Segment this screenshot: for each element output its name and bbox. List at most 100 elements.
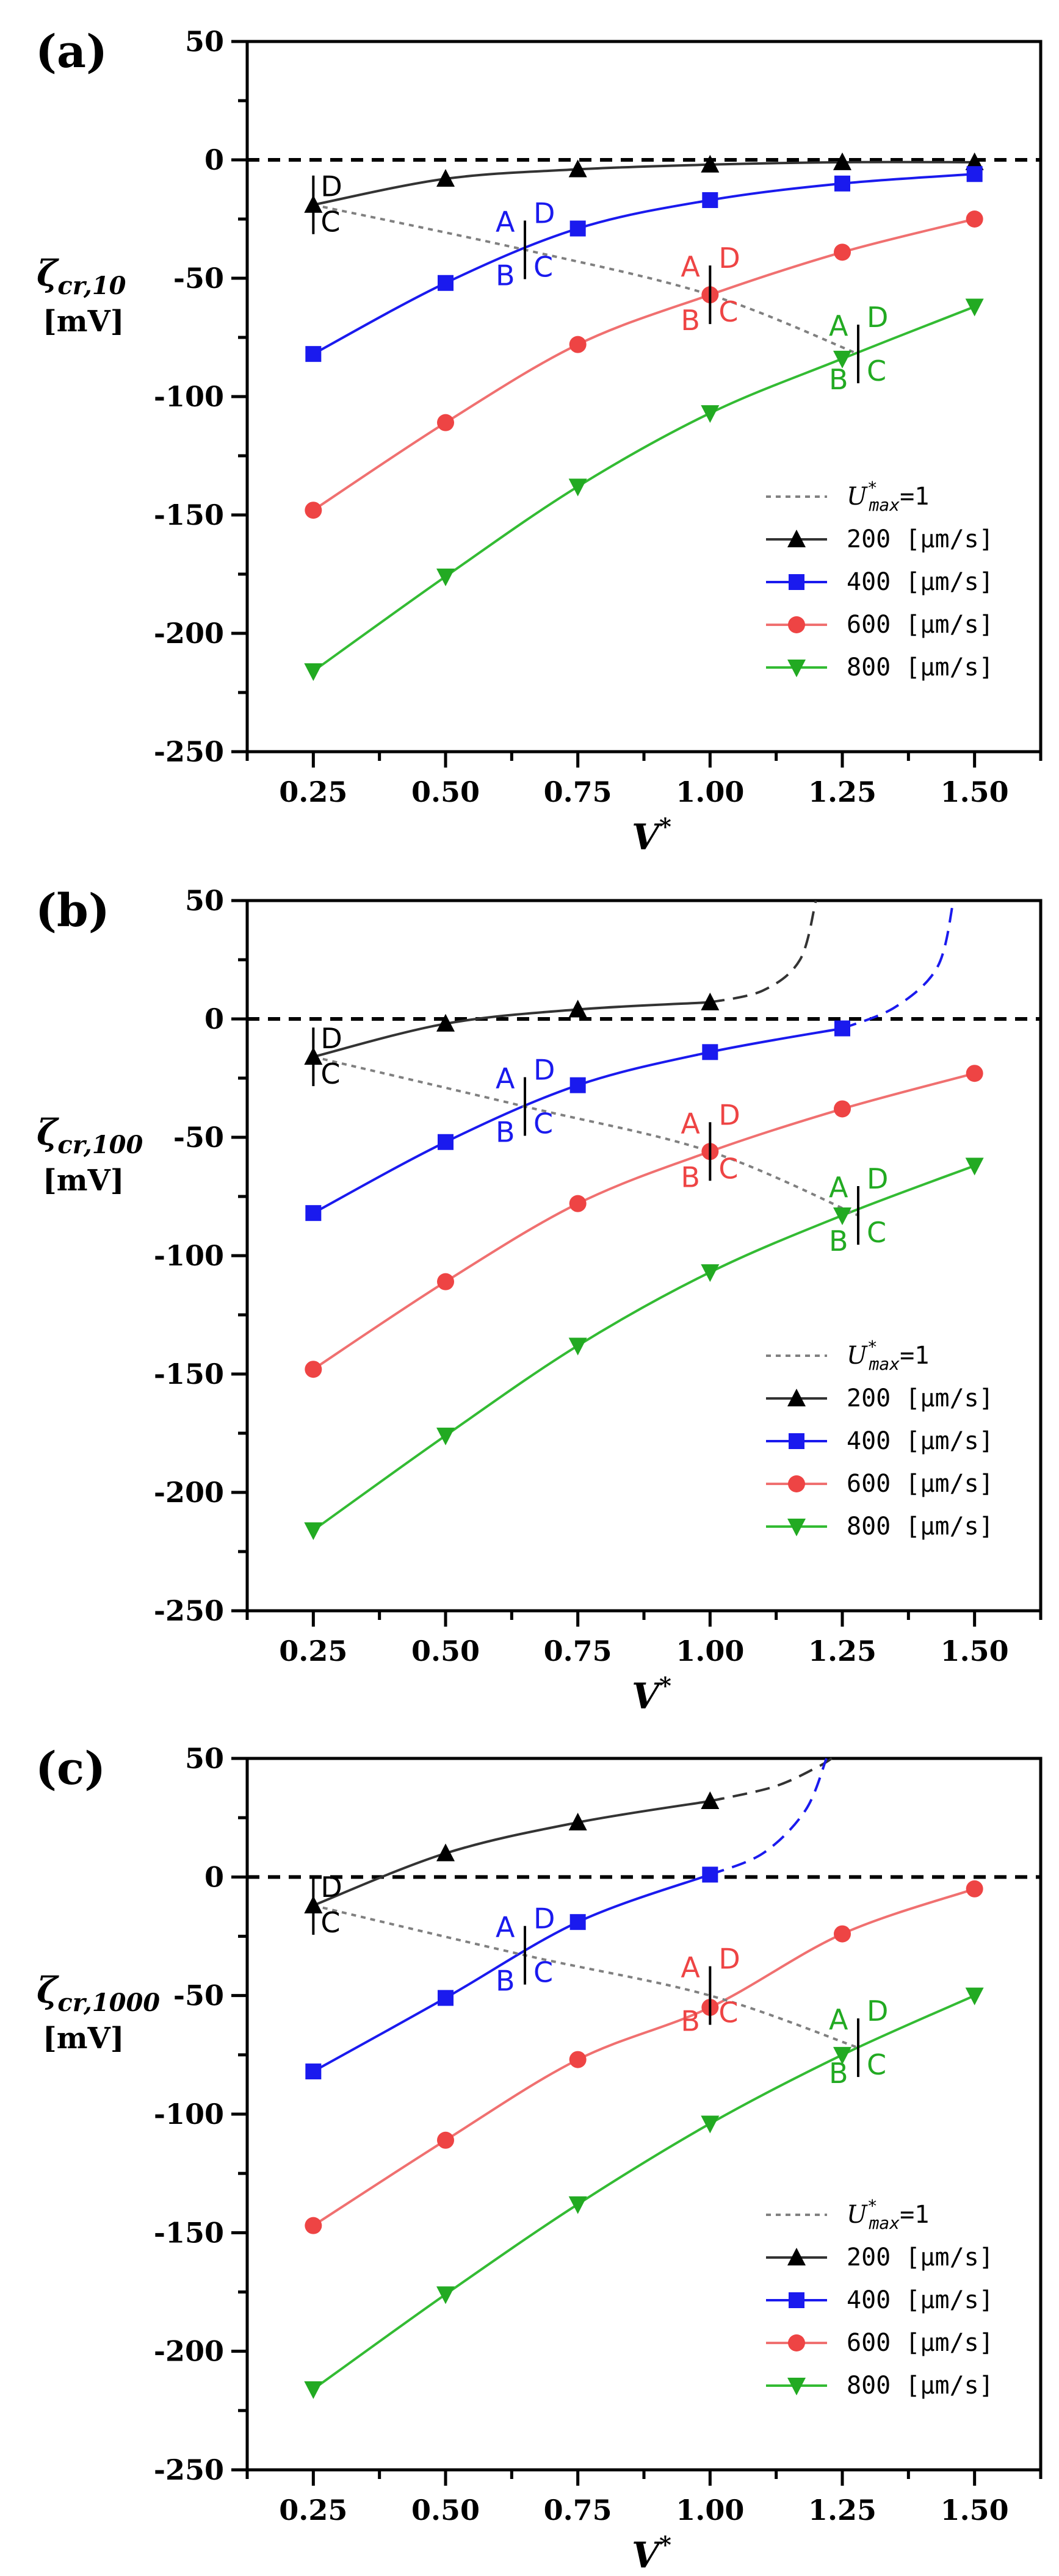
data-point-3 xyxy=(966,1065,983,1082)
intersection-letter: A xyxy=(829,309,848,342)
data-point-3 xyxy=(305,2217,322,2234)
x-axis-title: V* xyxy=(632,813,671,858)
intersection-letter: C xyxy=(320,1906,340,1939)
data-point-4 xyxy=(965,1987,984,2006)
data-point-2 xyxy=(305,2063,322,2080)
intersection-letter: D xyxy=(320,170,342,203)
data-point-4 xyxy=(965,1157,984,1176)
legend-label-3: 600 [μm/s] xyxy=(847,1470,994,1498)
x-tick-label: 0.50 xyxy=(411,775,480,808)
intersection-letter: A xyxy=(829,1171,848,1204)
x-axis-title-main: V xyxy=(632,1675,662,1717)
x-tick-label: 1.25 xyxy=(808,775,876,808)
data-point-2 xyxy=(966,166,983,182)
series-extrapolation-2 xyxy=(842,900,955,1030)
data-point-3 xyxy=(569,336,587,353)
legend-label-2: 400 [μm/s] xyxy=(847,2286,994,2314)
y-tick-label: -200 xyxy=(154,2335,224,2368)
data-point-1 xyxy=(436,1013,455,1032)
data-point-3 xyxy=(437,1273,454,1290)
series-line-1 xyxy=(313,1001,710,1059)
y-tick-label: -250 xyxy=(154,1594,224,1627)
data-point-2 xyxy=(305,1205,322,1221)
data-point-4 xyxy=(568,1337,587,1356)
y-axis-unit: [mV] xyxy=(43,304,124,339)
intersection-letter: B xyxy=(829,363,848,396)
intersection-letter: C xyxy=(867,1216,886,1249)
legend-swatch-marker-2 xyxy=(789,2292,804,2308)
data-point-1 xyxy=(833,152,851,170)
intersection-letter: B xyxy=(681,2005,700,2038)
legend-label-3: 600 [μm/s] xyxy=(847,611,994,639)
intersection-letter: C xyxy=(718,1996,738,2029)
data-point-3 xyxy=(437,2131,454,2149)
legend-label-1: 200 [μm/s] xyxy=(847,2243,994,2272)
data-point-3 xyxy=(437,414,454,431)
data-point-3 xyxy=(305,502,322,519)
legend-umax-suffix: =1 xyxy=(900,2201,929,2229)
chart-panel-c: -250 -200 -150 -100 -50 0 50 0.25 0.50 0.75 1.00 1.… xyxy=(35,1742,1043,2576)
intersection-letter: A xyxy=(496,1062,515,1095)
plot-frame xyxy=(245,1757,1043,2472)
legend-label-1: 200 [μm/s] xyxy=(847,1384,994,1412)
y-tick-label: -250 xyxy=(154,735,224,768)
intersection-letter: C xyxy=(320,206,340,239)
legend-umax-sup: * xyxy=(867,1337,878,1357)
intersection-letter: C xyxy=(533,1107,553,1140)
data-point-2 xyxy=(569,1077,586,1093)
legend-umax-sup: * xyxy=(867,2196,878,2216)
legend-swatch-marker-2 xyxy=(789,574,804,590)
intersection-letter: A xyxy=(681,1951,700,1984)
panel-label: (b) xyxy=(35,885,110,937)
legend-label-2: 400 [μm/s] xyxy=(847,568,994,596)
intersection-letter: A xyxy=(496,1911,515,1944)
intersection-letter: B xyxy=(829,2057,848,2090)
panel-label: (c) xyxy=(35,1743,106,1795)
intersection-letter: D xyxy=(867,1162,888,1195)
y-tick-label: 50 xyxy=(185,25,224,58)
legend-label-2: 400 [μm/s] xyxy=(847,1427,994,1455)
data-point-2 xyxy=(834,175,850,192)
data-point-1 xyxy=(436,1843,455,1862)
intersection-letter: B xyxy=(496,1965,515,1998)
intersection-letter: B xyxy=(829,1225,848,1257)
legend-swatch-marker-4 xyxy=(787,2378,806,2395)
data-point-4 xyxy=(436,568,455,586)
intersection-letter: D xyxy=(718,1098,740,1131)
x-tick-label: 0.25 xyxy=(279,1635,347,1668)
data-point-2 xyxy=(305,346,322,362)
intersection-letter: D xyxy=(718,242,740,275)
intersection-letter: D xyxy=(533,1054,555,1087)
legend-label-umax: U* max=1 xyxy=(847,2196,929,2233)
data-point-3 xyxy=(569,1195,587,1212)
legend-umax-sub: max xyxy=(869,495,900,515)
data-point-2 xyxy=(569,1914,586,1930)
x-axis-title-sup: * xyxy=(659,1672,671,1699)
chart-panel-a: -250 -200 -150 -100 -50 0 50 0.25 0.50 0.75 1.00 1.… xyxy=(35,25,1043,858)
data-point-4 xyxy=(568,478,587,497)
panel-label: (a) xyxy=(35,26,107,78)
x-axis-title: V* xyxy=(632,1672,671,1717)
legend-swatch-marker-1 xyxy=(787,1389,806,1406)
data-point-1 xyxy=(568,159,587,178)
intersection-letter: A xyxy=(829,2003,848,2036)
series-line-1 xyxy=(313,1800,710,1907)
series-line-4 xyxy=(313,305,975,672)
data-point-3 xyxy=(834,1925,851,1943)
data-point-1 xyxy=(701,992,720,1010)
data-point-2 xyxy=(702,192,718,208)
y-tick-label: -50 xyxy=(173,262,224,295)
series-line-1 xyxy=(313,160,975,206)
y-tick-label: -50 xyxy=(173,1121,224,1154)
legend-umax-base: U xyxy=(847,2201,868,2229)
x-tick-label: 0.75 xyxy=(544,2494,612,2527)
x-tick-label: 0.75 xyxy=(544,775,612,808)
x-tick-label: 1.00 xyxy=(676,1635,744,1668)
legend-swatch-marker-4 xyxy=(787,1519,806,1536)
series-line-3 xyxy=(313,1072,975,1370)
data-point-4 xyxy=(833,350,851,369)
data-point-4 xyxy=(568,2196,587,2214)
legend-swatch-marker-2 xyxy=(789,1433,804,1449)
x-tick-label: 1.50 xyxy=(941,2494,1009,2527)
